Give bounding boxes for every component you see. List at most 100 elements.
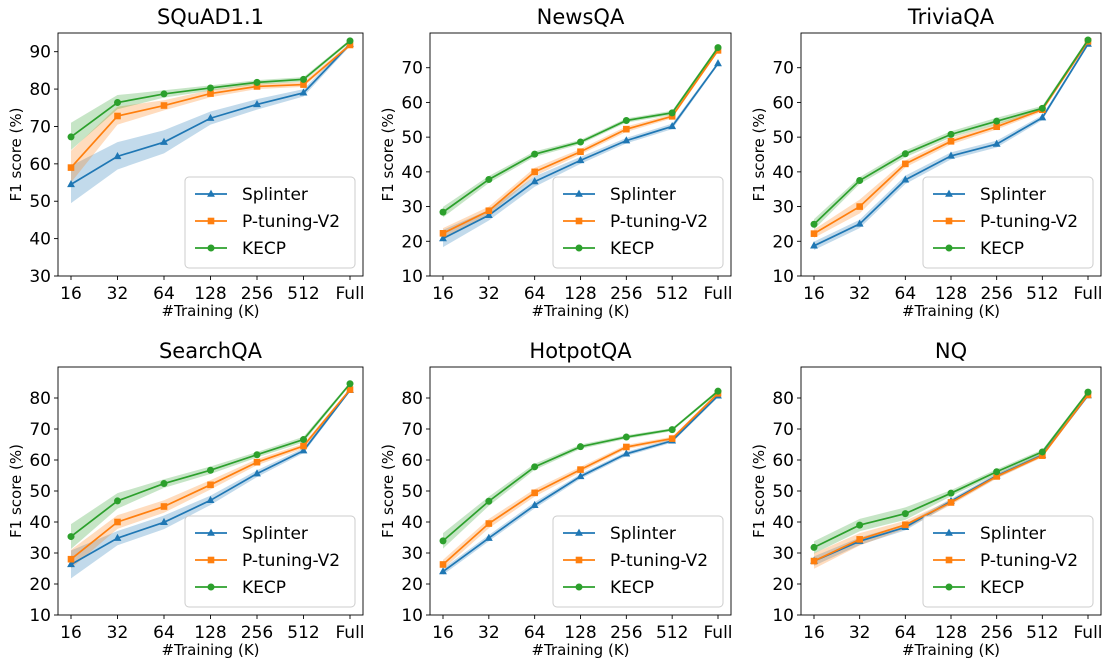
x-tick-label: 256 [241, 623, 273, 643]
chart-title: HotpotQA [529, 339, 632, 363]
splinter-point [714, 59, 722, 67]
splinter-point [810, 241, 818, 249]
x-tick-label: 64 [153, 623, 175, 643]
y-tick-label: 30 [29, 267, 51, 287]
y-tick-label: 60 [772, 93, 794, 113]
y-tick-label: 40 [29, 230, 51, 250]
x-tick-label: 128 [935, 623, 967, 643]
y-tick-label: 50 [401, 128, 423, 148]
p-tuning-v2-point [947, 499, 955, 506]
x-axis-label: #Training (K) [161, 641, 259, 659]
p-tuning-v2-point [810, 230, 818, 237]
p-tuning-v2-band [814, 393, 1088, 569]
legend-label-splinter: Splinter [610, 524, 676, 544]
y-tick-label: 30 [401, 198, 423, 218]
kecp-band [814, 390, 1088, 554]
p-tuning-v2-point [346, 41, 354, 49]
legend-marker [207, 583, 215, 591]
chart-nq: NQ 10 20 30 40 50 60 70 80 16 32 64 128 256 512 Full #Tr… [750, 339, 1103, 659]
splinter-point [253, 100, 261, 108]
y-tick-label: 80 [29, 389, 51, 409]
p-tuning-v2-point [67, 555, 75, 563]
y-tick-label: 20 [401, 232, 423, 252]
kecp-point [622, 433, 630, 441]
chart-title: SearchQA [159, 339, 263, 363]
p-tuning-v2-point [623, 125, 630, 133]
y-tick-label: 70 [401, 420, 423, 440]
splinter-point [299, 88, 308, 96]
legend-label-splinter: Splinter [980, 185, 1046, 205]
legend-label-p-tuning-v2: P-tuning-V2 [980, 551, 1078, 571]
kecp-point [810, 543, 818, 551]
p-tuning-v2-point [993, 473, 1000, 480]
splinter-point [992, 139, 1001, 147]
p-tuning-v2-point [810, 557, 818, 565]
chart-title: SQuAD1.1 [157, 5, 264, 29]
p-tuning-v2-band [71, 43, 350, 183]
splinter-point [1038, 113, 1047, 121]
y-axis-label: F1 score (%) [7, 444, 25, 538]
x-tick-label: 16 [60, 284, 82, 304]
kecp-point [300, 75, 307, 83]
kecp-point [531, 463, 539, 471]
x-tick-label: 32 [849, 284, 871, 304]
kecp-point [439, 208, 447, 216]
legend-box [184, 515, 356, 608]
splinter-band [443, 61, 718, 248]
splinter-point [901, 175, 910, 183]
kecp-point [993, 117, 1001, 125]
p-tuning-v2-point [300, 81, 307, 88]
p-tuning-v2-point [577, 148, 584, 156]
chart-hotpotqa: HotpotQA 10 20 30 40 50 60 70 80 16 32 64 128 256 512 F… [379, 339, 733, 659]
splinter-point [439, 234, 447, 242]
splinter-point [113, 151, 122, 160]
legend-label-p-tuning-v2: P-tuning-V2 [610, 212, 708, 232]
legend-marker [945, 528, 953, 536]
legend-marker [945, 556, 953, 564]
x-tick-label: 128 [935, 284, 967, 304]
y-tick-label: 30 [401, 544, 423, 564]
splinter-point [576, 472, 585, 480]
p-tuning-v2-point [439, 230, 447, 237]
legend: Splinter P-tuning-V2 KECP [184, 515, 356, 608]
splinter-point [484, 533, 493, 541]
kecp-point [856, 177, 864, 185]
y-tick-label: 60 [772, 451, 794, 471]
x-tick-label: Full [1073, 623, 1102, 643]
y-tick-label: 20 [772, 575, 794, 595]
x-tick-label: 16 [60, 623, 82, 643]
y-tick-label: 70 [772, 59, 794, 79]
p-tuning-v2-point [902, 160, 909, 168]
x-tick-label: 16 [803, 623, 825, 643]
splinter-point [484, 210, 493, 218]
y-tick-label: 50 [772, 482, 794, 502]
x-tick-label: Full [1073, 284, 1102, 304]
legend-box [552, 515, 724, 608]
x-tick-label: 256 [241, 284, 273, 304]
p-tuning-v2-point [856, 536, 863, 543]
kecp-point [1084, 388, 1092, 396]
x-tick-label: 512 [287, 284, 319, 304]
p-tuning-v2-point [531, 168, 538, 176]
legend-box [184, 176, 356, 269]
kecp-point [439, 537, 447, 545]
legend-marker [575, 528, 583, 536]
kecp-point [993, 468, 1001, 476]
splinter-band [814, 42, 1088, 250]
y-tick-label: 70 [29, 117, 51, 137]
x-tick-label: Full [335, 623, 364, 643]
y-tick-label: 20 [401, 575, 423, 595]
x-tick-label: 16 [803, 284, 825, 304]
x-axis-label: #Training (K) [531, 641, 629, 659]
y-tick-label: 60 [401, 93, 423, 113]
y-tick-label: 60 [29, 451, 51, 471]
legend-label-kecp: KECP [242, 239, 286, 259]
x-axis-label: #Training (K) [161, 302, 259, 320]
y-tick-label: 50 [29, 482, 51, 502]
splinter-point [530, 177, 539, 185]
x-tick-label: 128 [194, 284, 226, 304]
kecp-point [668, 426, 676, 434]
kecp-point [947, 489, 955, 497]
p-tuning-v2-point [253, 83, 261, 90]
p-tuning-v2-point [67, 164, 75, 171]
